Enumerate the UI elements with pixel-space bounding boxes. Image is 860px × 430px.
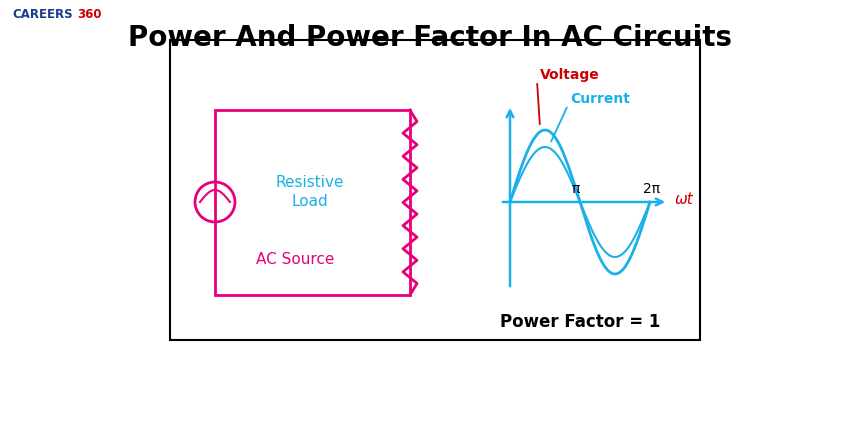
Bar bbox=[215, 110, 410, 295]
Text: 2π: 2π bbox=[643, 182, 660, 196]
Text: CAREERS: CAREERS bbox=[12, 9, 72, 22]
Text: ωt: ωt bbox=[675, 193, 694, 208]
Text: π: π bbox=[572, 182, 580, 196]
Text: Power Factor = 1: Power Factor = 1 bbox=[500, 313, 660, 331]
Text: Current: Current bbox=[570, 92, 630, 106]
Text: Resistive
Load: Resistive Load bbox=[276, 175, 344, 209]
Text: AC Source: AC Source bbox=[255, 252, 335, 267]
Bar bbox=[170, 40, 700, 340]
Text: Voltage: Voltage bbox=[540, 68, 599, 82]
Text: Power And Power Factor In AC Circuits: Power And Power Factor In AC Circuits bbox=[128, 24, 732, 52]
Text: 360: 360 bbox=[77, 9, 101, 22]
